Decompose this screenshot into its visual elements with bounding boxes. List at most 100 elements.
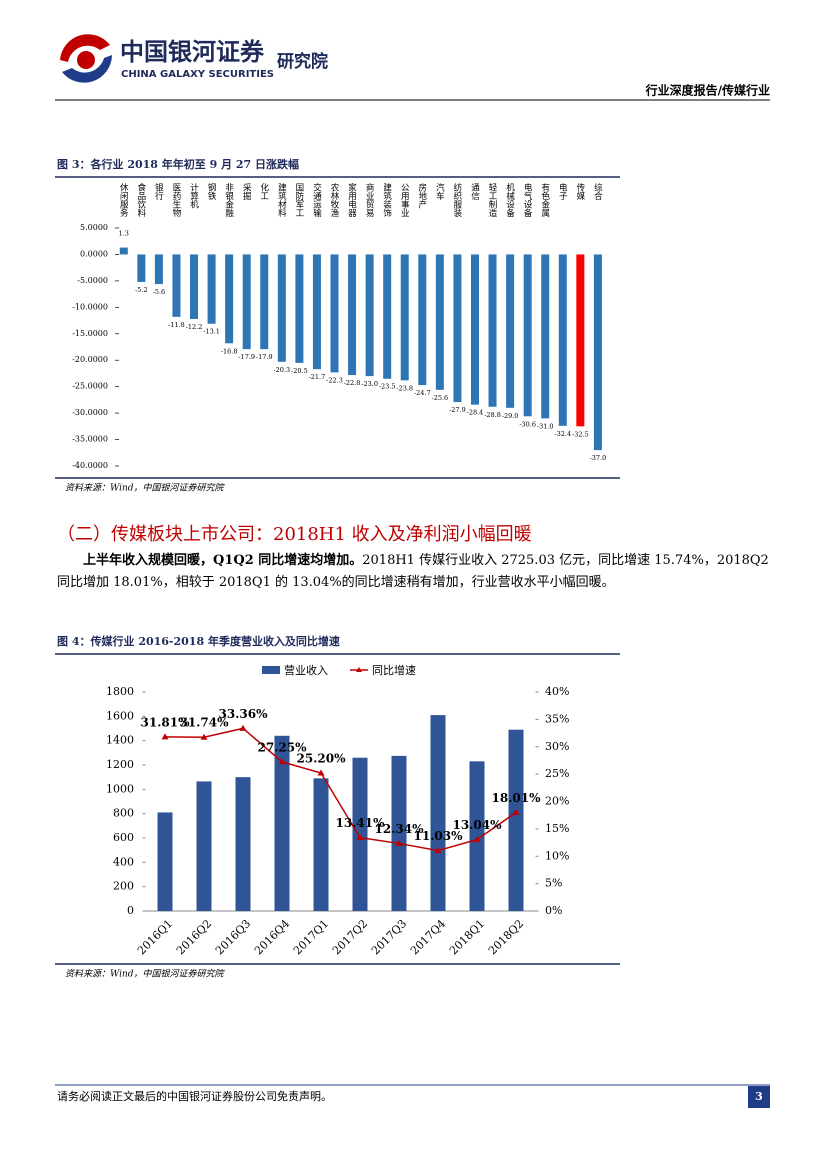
bar <box>330 254 339 373</box>
marker <box>278 758 286 765</box>
value-label: 33.36% <box>219 707 269 721</box>
x-tick-label: 2016Q3 <box>213 917 253 957</box>
y-tick-label: -5.0000 <box>77 276 108 285</box>
legend-label: 同比增速 <box>372 663 416 677</box>
x-tick-label: 化工 <box>259 182 269 200</box>
marker <box>200 733 208 740</box>
value-label: 1.3 <box>119 230 129 238</box>
source: 资料来源：Wind，中国银河证券研究院 <box>65 969 226 980</box>
y-tick-label: 0 <box>127 904 134 917</box>
legend-swatch <box>262 666 280 674</box>
marker <box>239 724 247 731</box>
x-tick-label: 家用电器 <box>347 182 357 218</box>
x-tick-label: 传媒 <box>575 182 585 201</box>
logo <box>60 34 110 62</box>
line <box>164 727 517 852</box>
value-label: -32.5 <box>572 430 589 438</box>
page-box <box>748 1086 770 1108</box>
bar <box>312 254 321 370</box>
value-label: -29.0 <box>502 412 519 420</box>
x-tick-label: 医药生物 <box>171 183 181 218</box>
figure-title: 图 4：传媒行业 2016-2018 年季度营业收入及同比增速 <box>57 634 340 648</box>
value-label: -25.6 <box>432 394 449 402</box>
y2-tick-label: 25% <box>545 767 569 780</box>
y2-tick-label: 35% <box>545 712 569 725</box>
value-label: 25.20% <box>297 752 347 766</box>
bar <box>172 254 181 317</box>
value-label: -16.8 <box>221 347 238 355</box>
y-tick-label: -35.0000 <box>72 435 108 444</box>
value-label: -32.4 <box>554 430 571 438</box>
logo <box>77 51 95 69</box>
disclaimer: 请务必阅读正文最后的中国银河证券股份公司免责声明。 <box>57 1089 332 1103</box>
y-tick-label: 200 <box>113 880 134 893</box>
x-tick-label: 2017Q1 <box>291 917 331 957</box>
bar <box>523 254 532 417</box>
x-tick-label: 纺织服装 <box>452 182 462 218</box>
bar <box>435 254 444 390</box>
y-tick-label: 600 <box>113 831 134 844</box>
value-label: -17.9 <box>238 353 255 361</box>
bar <box>558 254 567 426</box>
bar <box>190 254 199 319</box>
value-label: -28.8 <box>484 411 501 419</box>
bar <box>508 729 524 911</box>
marker <box>395 839 403 846</box>
logo <box>62 55 112 83</box>
value-label: -11.8 <box>168 321 185 329</box>
bar <box>295 254 304 363</box>
x-tick-label: 食品饮料 <box>136 182 146 218</box>
x-tick-label: 电子 <box>557 182 567 200</box>
y2-tick-label: 20% <box>545 795 569 808</box>
paragraph-lead: 上半年收入规模回暖，Q1Q2 同比增速均增加。 <box>83 553 363 568</box>
brand-en: CHINA GALAXY SECURITIES <box>121 69 274 80</box>
value-label: 31.74% <box>180 716 230 730</box>
bar <box>274 735 290 911</box>
bar <box>453 254 462 403</box>
bar <box>137 254 146 282</box>
y-tick-label: -40.0000 <box>72 461 108 470</box>
y-tick-label: -10.0000 <box>72 302 108 311</box>
value-label: -22.3 <box>326 376 343 384</box>
y-tick-label: 1600 <box>106 709 134 722</box>
bar <box>154 254 163 285</box>
y-tick-label: 1800 <box>106 685 134 698</box>
marker <box>356 834 364 841</box>
value-label: 12.34% <box>375 822 425 836</box>
legend-label: 营业收入 <box>284 663 328 677</box>
value-label: -37.0 <box>590 454 607 462</box>
bar <box>196 781 212 911</box>
bar <box>506 254 515 408</box>
x-tick-label: 2016Q1 <box>135 917 175 957</box>
value-label: -5.6 <box>153 288 166 296</box>
x-tick-label: 2017Q3 <box>369 917 409 957</box>
marker <box>434 847 442 854</box>
x-tick-label: 钢铁 <box>206 182 216 201</box>
x-tick-label: 休闲服务 <box>118 182 128 218</box>
y2-tick-label: 0% <box>545 904 562 917</box>
bar <box>242 254 251 350</box>
x-tick-label: 汽车 <box>434 182 444 201</box>
marker <box>473 836 481 843</box>
bar <box>365 254 374 377</box>
value-label: -27.9 <box>449 406 466 414</box>
x-tick-label: 2016Q4 <box>252 917 292 957</box>
value-label: -20.3 <box>273 366 290 374</box>
bar <box>119 247 128 255</box>
value-label: -17.9 <box>256 353 273 361</box>
legend-swatch <box>356 667 362 672</box>
y2-tick-label: 30% <box>545 740 569 753</box>
value-label: -30.6 <box>519 420 536 428</box>
x-tick-label: 轻工制造 <box>487 182 497 218</box>
x-tick-label: 国防军工 <box>294 183 304 217</box>
y2-tick-label: 15% <box>545 822 569 835</box>
x-tick-label: 2016Q2 <box>174 917 214 957</box>
paragraph-text: 2018H1 传媒行业收入 2725.03 亿元，同比增速 15.74%，201… <box>57 553 769 590</box>
value-label: -23.0 <box>361 380 378 388</box>
x-tick-label: 2017Q2 <box>330 917 370 957</box>
bar <box>383 254 392 379</box>
bar <box>277 254 286 362</box>
page-number: 3 <box>755 1090 763 1103</box>
value-label: -28.4 <box>467 409 484 417</box>
